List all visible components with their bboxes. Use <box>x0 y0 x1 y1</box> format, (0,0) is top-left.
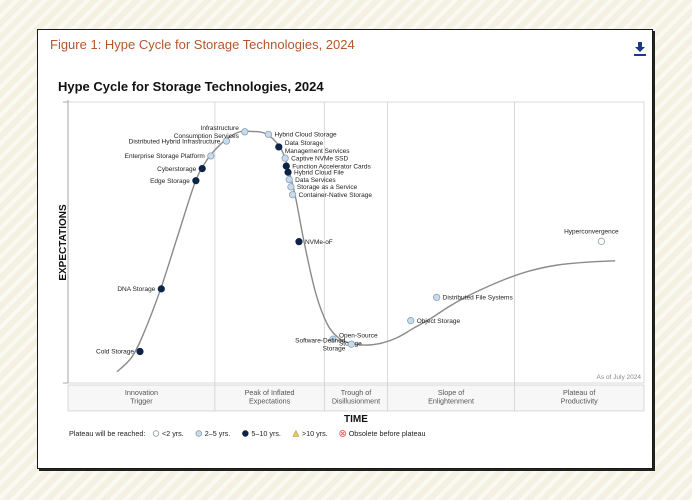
point-distributed-hybrid-infrastructure <box>222 137 230 145</box>
phase-label: Innovation <box>125 388 158 397</box>
legend-gt10-label: >10 yrs. <box>302 429 328 438</box>
figure-title: Figure 1: Hype Cycle for Storage Technol… <box>50 37 355 52</box>
point-label: NVMe-oF <box>305 239 333 246</box>
phase-label: Expectations <box>249 397 291 406</box>
point-cyberstorage <box>198 164 206 173</box>
point-object-storage <box>407 317 415 325</box>
phase-label: Peak of Inflated <box>245 388 295 397</box>
point-distributed-file-systems <box>433 293 441 301</box>
legend-lt2-label: <2 yrs. <box>162 429 184 438</box>
phase-band <box>67 384 645 412</box>
point-container-native-storage <box>289 191 297 199</box>
phase-label: Enlightenment <box>428 397 474 406</box>
point-cold-storage <box>136 347 144 356</box>
point-label: Cold Storage <box>96 349 134 356</box>
legend-gt10-marker <box>292 429 300 437</box>
point-label: Captive NVMe SSD <box>291 155 348 162</box>
point-label: Software-Defined <box>295 337 346 344</box>
point-label: Open-Source <box>339 332 378 339</box>
x-axis-label: TIME <box>344 414 368 425</box>
chart-title: Hype Cycle for Storage Technologies, 202… <box>58 79 324 94</box>
point-label: Data Services <box>295 177 336 184</box>
point-storage-as-a-service <box>287 183 295 191</box>
legend-obs-label: Obsolete before plateau <box>349 429 426 438</box>
point-label: Hybrid Cloud File <box>294 169 344 176</box>
point-hyperconvergence <box>597 237 605 245</box>
phase-label: Trigger <box>130 397 153 406</box>
point-label: Consumption Services <box>174 133 240 140</box>
point-data-services <box>285 175 293 184</box>
point-label: Management Services <box>285 148 350 155</box>
point-data-storage-management-services <box>275 143 283 151</box>
hype-curve <box>116 130 616 373</box>
phase-label: Slope of <box>438 388 464 397</box>
hype-cycle-chart: Hype Cycle for Storage Technologies, 202… <box>58 79 645 438</box>
point-hybrid-cloud-file <box>284 168 292 176</box>
point-software-defined-storage <box>347 340 355 348</box>
point-label: Edge Storage <box>150 178 190 185</box>
phase-label: Disillusionment <box>332 397 380 406</box>
point-label: Cyberstorage <box>157 166 196 173</box>
point-hybrid-cloud-storage <box>264 130 273 138</box>
point-function-accelerator-cards <box>282 162 290 170</box>
point-label: Hyperconvergence <box>564 228 619 235</box>
y-axis-label: EXPECTATIONS <box>58 204 69 281</box>
legend-lt2-marker <box>152 430 160 437</box>
point-label: Hybrid Cloud Storage <box>274 132 337 139</box>
point-edge-storage <box>192 177 200 185</box>
point-nvme-of <box>295 238 303 246</box>
legend-2to5-label: 2–5 yrs. <box>205 429 231 438</box>
legend-5to10-marker <box>242 430 249 437</box>
point-label: Object Storage <box>417 318 461 325</box>
point-captive-nvme-ssd <box>281 154 289 162</box>
point-label: Distributed File Systems <box>443 294 514 301</box>
legend-5to10-label: 5–10 yrs. <box>251 429 281 438</box>
phase-label: Productivity <box>561 397 599 406</box>
point-label: Function Accelerator Cards <box>292 163 371 170</box>
point-label: Data Storage <box>285 140 324 147</box>
legend-obs-x <box>340 431 345 436</box>
legend-2to5-marker <box>195 430 202 437</box>
point-label: Enterprise Storage Platform <box>125 153 205 160</box>
point-label: Storage <box>323 345 346 352</box>
point-label: Distributed Hybrid Infrastructure <box>129 138 221 145</box>
point-infrastructure-consumption-services <box>241 128 249 136</box>
figure-card: Figure 1: Hype Cycle for Storage Technol… <box>37 29 653 469</box>
point-open-source-storage <box>329 335 337 343</box>
phase-label: Trough of <box>341 388 372 397</box>
point-label: Infrastructure <box>201 125 240 132</box>
legend-title: Plateau will be reached: <box>69 429 145 438</box>
point-enterprise-storage-platform <box>207 152 215 160</box>
phase-label: Plateau of <box>563 388 595 397</box>
download-icon[interactable] <box>634 42 646 56</box>
as-of-note: As of July 2024 <box>597 374 642 381</box>
point-label: Storage as a Service <box>297 184 358 191</box>
point-label: Container-Native Storage <box>299 192 373 199</box>
point-label: DNA Storage <box>117 286 155 293</box>
point-dna-storage <box>157 285 165 293</box>
